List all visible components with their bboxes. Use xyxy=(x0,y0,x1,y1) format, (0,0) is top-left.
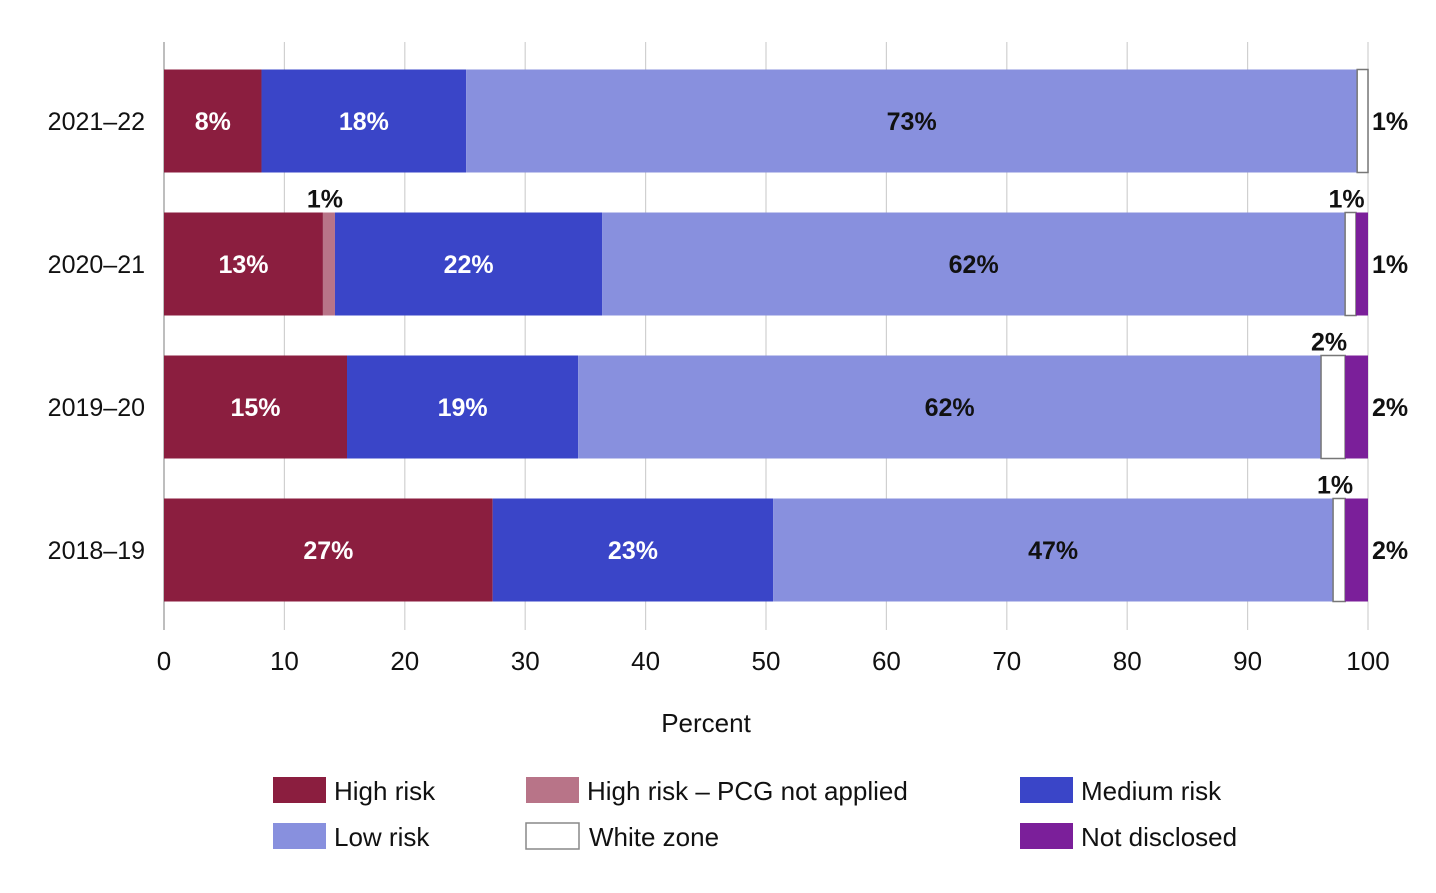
legend-swatch xyxy=(1020,823,1073,849)
data-label: 18% xyxy=(339,108,389,136)
legend-label: White zone xyxy=(589,822,719,852)
bar-segment xyxy=(1320,354,1346,460)
bar-segment xyxy=(1332,497,1346,603)
data-label: 22% xyxy=(444,251,494,279)
x-tick-label: 60 xyxy=(872,646,901,676)
bar-segment xyxy=(578,355,1322,459)
legend-label: Not disclosed xyxy=(1081,822,1237,852)
x-tick-label: 20 xyxy=(390,646,419,676)
data-label: 8% xyxy=(195,108,231,136)
data-label: 1% xyxy=(1328,186,1364,214)
x-tick-label: 70 xyxy=(992,646,1021,676)
bar-segment xyxy=(164,498,493,602)
data-label: 73% xyxy=(887,108,937,136)
data-label: 15% xyxy=(230,394,280,422)
x-tick-label: 30 xyxy=(511,646,540,676)
x-tick-label: 10 xyxy=(270,646,299,676)
bar-segment xyxy=(1356,68,1369,174)
data-label: 27% xyxy=(303,537,353,565)
category-label: 2020–21 xyxy=(48,251,145,279)
x-tick-label: 80 xyxy=(1113,646,1142,676)
data-label: 1% xyxy=(1317,472,1353,500)
bar-segment xyxy=(492,498,774,602)
legend-swatch xyxy=(273,823,326,849)
bar-segment xyxy=(602,212,1346,316)
data-label: 1% xyxy=(1372,251,1408,279)
data-label: 62% xyxy=(949,251,999,279)
bar-segment xyxy=(1344,211,1357,317)
x-axis-title: Percent xyxy=(661,708,751,738)
legend-label: High risk xyxy=(334,776,436,806)
data-label: 47% xyxy=(1028,537,1078,565)
x-tick-label: 0 xyxy=(157,646,171,676)
legend-label: Medium risk xyxy=(1081,776,1222,806)
bar-segment xyxy=(164,212,323,316)
category-label: 2021–22 xyxy=(48,108,145,136)
bar-segment xyxy=(1345,498,1368,602)
data-label: 1% xyxy=(307,186,343,214)
bar-segment xyxy=(261,69,467,173)
data-label: 19% xyxy=(438,394,488,422)
legend-swatch xyxy=(526,777,579,803)
legend-swatch xyxy=(273,777,326,803)
bar-segment xyxy=(164,69,262,173)
data-label: 2% xyxy=(1311,329,1347,357)
legend-swatch xyxy=(525,822,580,850)
category-label: 2018–19 xyxy=(48,537,145,565)
x-tick-label: 100 xyxy=(1346,646,1389,676)
data-label: 2% xyxy=(1372,537,1408,565)
legend-label: Low risk xyxy=(334,822,430,852)
bar-segment xyxy=(322,212,335,316)
bar-segment xyxy=(466,69,1358,173)
bar-segment xyxy=(164,355,348,459)
bar-segment xyxy=(347,355,579,459)
data-label: 13% xyxy=(218,251,268,279)
data-label: 23% xyxy=(608,537,658,565)
bar-segment xyxy=(334,212,603,316)
data-label: 62% xyxy=(925,394,975,422)
bar-segment xyxy=(1345,355,1368,459)
category-label: 2019–20 xyxy=(48,394,145,422)
data-label: 2% xyxy=(1372,394,1408,422)
bar-segment xyxy=(773,498,1334,602)
x-tick-label: 90 xyxy=(1233,646,1262,676)
data-label: 1% xyxy=(1372,108,1408,136)
legend-label: High risk – PCG not applied xyxy=(587,776,908,806)
bar-segment xyxy=(1355,212,1368,316)
x-tick-label: 40 xyxy=(631,646,660,676)
legend-swatch xyxy=(1020,777,1073,803)
x-tick-label: 50 xyxy=(752,646,781,676)
